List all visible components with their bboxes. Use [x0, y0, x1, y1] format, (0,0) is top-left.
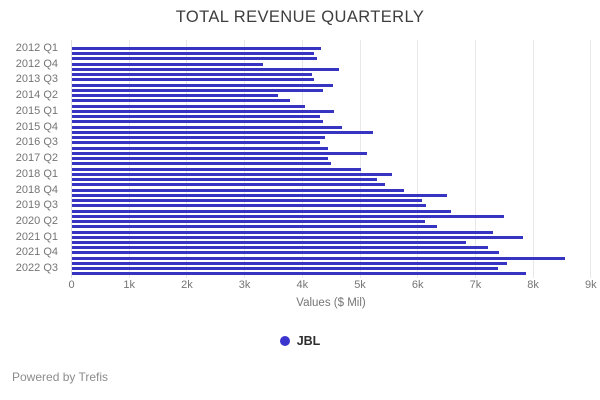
bar-2014-q4	[71, 104, 306, 108]
y-tick-label: 2012 Q4	[15, 57, 58, 70]
legend-label: JBL	[296, 334, 321, 348]
bar-2015-q4	[71, 125, 342, 129]
bar-2014-q3	[71, 99, 291, 103]
bar-2015-q2	[71, 115, 321, 119]
bar-2015-q1	[71, 109, 335, 113]
y-tick-label: 2015 Q1	[15, 104, 58, 117]
grid-line	[359, 40, 361, 278]
x-tick-label: 8k	[527, 279, 539, 291]
legend-item-jbl[interactable]: JBL	[279, 334, 321, 348]
bar-2020-q2	[71, 220, 425, 224]
bar-2014-q2	[71, 94, 279, 98]
y-tick-label: 2012 Q1	[15, 42, 58, 54]
bar-2018-q3	[71, 183, 386, 187]
bar-2019-q3	[71, 204, 426, 208]
bar-2021-q4	[71, 251, 500, 255]
bar-2012-q2	[71, 52, 315, 56]
bar-2017-q3	[71, 162, 331, 166]
y-tick-label: 2019 Q3	[15, 199, 58, 212]
bar-2016-q2	[71, 136, 326, 140]
bar-2013-q3	[71, 78, 314, 82]
bar-2022-q2	[71, 261, 508, 265]
y-tick-label: 2018 Q4	[15, 183, 58, 196]
legend-dot-icon	[279, 336, 290, 346]
bar-2022-q3	[71, 267, 499, 271]
x-tick-label: 6k	[411, 279, 424, 291]
bar-2013-q1	[71, 67, 340, 71]
bar-2020-q3	[71, 225, 437, 229]
bar-2019-q2	[71, 199, 422, 203]
chart-title: TOTAL REVENUE QUARTERLY	[175, 8, 425, 26]
legend: JBL	[0, 334, 600, 348]
bar-2021-q2	[71, 240, 466, 244]
y-tick-label: 2021 Q4	[15, 246, 58, 259]
bar-2016-q4	[71, 146, 328, 150]
bar-2015-q3	[71, 120, 324, 124]
bar-2019-q4	[71, 209, 451, 213]
bar-2020-q4	[71, 230, 493, 234]
bar-2012-q1	[71, 47, 322, 50]
x-tick-label: 2k	[181, 279, 193, 291]
bar-2017-q4	[71, 167, 362, 171]
y-tick-label: 2020 Q2	[15, 215, 58, 228]
x-tick-label: 5k	[354, 279, 366, 291]
y-tick-label: 2015 Q4	[15, 120, 58, 133]
y-tick-label: 2016 Q3	[15, 136, 58, 149]
bar-2021-q1	[71, 235, 524, 239]
x-axis-title: Values ($ Mil)	[296, 297, 366, 309]
grid-line	[590, 40, 592, 278]
bar-2018-q4	[71, 188, 405, 192]
bar-2021-q3	[71, 246, 488, 250]
bar-2014-q1	[71, 88, 324, 92]
x-tick-label: 7k	[469, 279, 482, 291]
y-tick-label: 2018 Q1	[15, 167, 58, 180]
y-tick-label: 2014 Q2	[15, 89, 58, 102]
bar-2013-q4	[71, 83, 333, 87]
x-tick-label: 1k	[123, 279, 135, 291]
bar-2018-q1	[71, 172, 393, 176]
x-tick-label: 0	[68, 279, 75, 291]
bar-2016-q1	[71, 130, 373, 134]
y-tick-label: 2017 Q2	[15, 152, 58, 165]
powered-by-trefis: Powered by Trefis	[12, 370, 109, 384]
bar-2017-q1	[71, 151, 367, 155]
x-tick-label: 4k	[296, 279, 309, 291]
y-tick-label: 2021 Q1	[15, 230, 58, 243]
bar-2016-q3	[71, 141, 321, 145]
bar-2013-q2	[71, 73, 313, 77]
bar-2022-q4	[71, 272, 526, 276]
x-tick-label: 3k	[238, 279, 251, 291]
grid-line	[532, 40, 534, 278]
bar-2020-q1	[71, 214, 505, 218]
bar-2012-q4	[71, 62, 264, 66]
bar-2019-q1	[71, 193, 447, 197]
bar-2018-q2	[71, 178, 378, 182]
bar-2022-q1	[71, 256, 566, 260]
y-tick-label: 2013 Q3	[15, 73, 58, 86]
x-tick-label: 9k	[584, 279, 597, 291]
bar-2012-q3	[71, 57, 317, 61]
bar-2017-q2	[71, 157, 328, 161]
grid-line	[417, 40, 419, 278]
y-tick-label: 2022 Q3	[15, 262, 58, 275]
grid-line	[474, 40, 476, 278]
